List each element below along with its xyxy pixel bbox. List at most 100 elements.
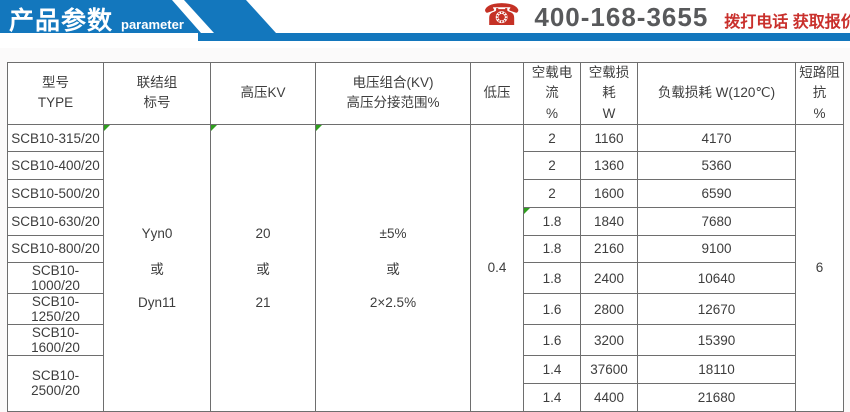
col-header-lv: 低压 xyxy=(470,62,524,125)
table-header-row: 型号 TYPE 联结组 标号 高压KV 电压组合(KV) 高压分接范围% 低压 空载电流% 空载损… xyxy=(7,62,844,125)
cell-line: 0.4 xyxy=(487,260,507,276)
table-row: SCB10-500/20 2 1600 6590 xyxy=(7,179,844,208)
cell-hv: 20 或 21 xyxy=(210,123,316,412)
cell-lines: ±5% 或 2×2.5% xyxy=(318,226,468,310)
corner-mark-icon xyxy=(104,124,110,131)
cell-line: ±5% xyxy=(379,225,407,241)
cell-line: % xyxy=(545,105,558,121)
cell-line: 负载损耗 W(120℃) xyxy=(657,85,776,101)
cell-line: 高压KV xyxy=(240,85,286,101)
table-row: SCB10-630/20 1.8 1840 7680 xyxy=(7,206,844,236)
corner-mark-icon xyxy=(211,124,217,131)
cell-type: SCB10-630/20 xyxy=(7,206,104,236)
cell-noload-loss: 1160 xyxy=(580,123,638,153)
table-head: 型号 TYPE 联结组 标号 高压KV 电压组合(KV) 高压分接范围% 低压 空载电流% 空载损… xyxy=(7,62,844,125)
cell-type: SCB10-1000/20 xyxy=(7,262,104,295)
col-header-voltage-combination: 电压组合(KV) 高压分接范围% xyxy=(315,62,471,125)
cell-noload-current: 1.4 xyxy=(523,382,581,412)
table-row: SCB10-800/20 1.8 2160 9100 xyxy=(7,234,844,264)
cell-line: W xyxy=(602,105,616,121)
col-header-type: 型号 TYPE xyxy=(7,62,104,125)
cell-type: SCB10-1600/20 xyxy=(7,324,104,357)
cell-lines: Yyn0 或 Dyn11 xyxy=(106,226,208,310)
cell-noload-loss: 37600 xyxy=(580,355,638,384)
cell-line: 低压 xyxy=(483,85,511,101)
cell-noload-current: 1.8 xyxy=(523,206,581,236)
banner-ribbon-shape xyxy=(0,0,850,41)
cell-line: TYPE xyxy=(37,95,74,111)
table-row: SCB10-2500/20 1.4 37600 18110 xyxy=(7,355,844,412)
cell-load-loss: 12670 xyxy=(637,293,796,326)
cell-load-loss: 4170 xyxy=(637,123,796,153)
cell-noload-current: 1.8 xyxy=(523,262,581,295)
cell-line: 6 xyxy=(815,260,824,276)
cell-type: SCB10-1250/20 xyxy=(7,293,104,326)
call-for-quote-cta[interactable]: 拨打电话 获取报价! xyxy=(724,14,850,31)
cell-voltage-combination: ±5% 或 2×2.5% xyxy=(315,123,471,412)
cell-noload-current: 1.6 xyxy=(523,293,581,326)
table-row: SCB10-315/20 Yyn0 或 Dyn11 20 或 21 ±5% 或 2×2.5% 0.4… xyxy=(7,123,844,412)
col-header-impedance: 短路阻抗% xyxy=(795,62,844,125)
cell-noload-current: 2 xyxy=(523,151,581,181)
cell-load-loss: 10640 xyxy=(637,262,796,295)
cell-noload-loss: 4400 xyxy=(580,382,638,412)
cell-line: 联结组 xyxy=(136,75,178,91)
cell-noload-current: 2 xyxy=(523,179,581,208)
col-header-noload-current: 空载电流% xyxy=(523,62,581,125)
cell-line: % xyxy=(813,105,826,121)
cell-line: Dyn11 xyxy=(137,294,177,310)
cell-type: SCB10-2500/20 xyxy=(7,355,104,412)
params-table: 型号 TYPE 联结组 标号 高压KV 电压组合(KV) 高压分接范围% 低压 空载电流% 空载损… xyxy=(7,62,844,412)
col-header-hv: 高压KV xyxy=(210,62,316,125)
cell-lines: 20 或 21 xyxy=(213,226,313,310)
cell-impedance: 6 xyxy=(795,123,844,412)
page-banner: 产品参数 parameter ☎ 400-168-3655 拨打电话 获取报价! xyxy=(0,0,850,48)
cell-line: 或 xyxy=(150,261,164,277)
cell-noload-loss: 3200 xyxy=(580,324,638,357)
banner-title-group: 产品参数 parameter xyxy=(9,1,184,37)
phone-number: 400-168-3655 xyxy=(534,1,709,32)
col-header-noload-loss: 空载损耗 W xyxy=(580,62,638,125)
cell-noload-loss: 1360 xyxy=(580,151,638,181)
col-header-load-loss: 负载损耗 W(120℃) xyxy=(637,62,796,125)
cell-noload-loss: 2800 xyxy=(580,293,638,326)
cell-type: SCB10-500/20 xyxy=(7,179,104,208)
cell-line: 2×2.5% xyxy=(369,294,417,310)
cell-noload-current: 2 xyxy=(523,123,581,153)
cell-load-loss: 18110 xyxy=(637,355,796,384)
cell-noload-loss: 1840 xyxy=(580,206,638,236)
cell-type: SCB10-400/20 xyxy=(7,151,104,181)
cell-line: 或 xyxy=(256,261,270,277)
cell-line: 20 xyxy=(255,225,271,241)
cell-line: Yyn0 xyxy=(141,225,173,241)
cell-line: 型号 xyxy=(42,75,69,91)
table-body: SCB10-315/20 Yyn0 或 Dyn11 20 或 21 ±5% 或 2×2.5% 0.4… xyxy=(7,123,844,412)
cell-noload-loss: 1600 xyxy=(580,179,638,208)
cell-line: 短路阻抗 xyxy=(799,65,840,101)
cell-load-loss: 21680 xyxy=(637,382,796,412)
page-title: 产品参数 xyxy=(9,7,114,35)
cell-noload-loss: 2400 xyxy=(580,262,638,295)
cell-line: 21 xyxy=(255,294,271,310)
cell-load-loss: 7680 xyxy=(637,206,796,236)
cell-noload-loss: 2160 xyxy=(580,234,638,264)
col-header-connection: 联结组 标号 xyxy=(103,62,211,125)
cell-line: 或 xyxy=(386,261,400,277)
cell-line: 电压组合(KV) xyxy=(352,75,434,91)
table-row: SCB10-400/20 2 1360 5360 xyxy=(7,151,844,181)
table-row: 1.4 4400 21680 xyxy=(8,382,844,412)
cell-lv: 0.4 xyxy=(470,123,524,412)
phone-icon: ☎ xyxy=(483,0,521,32)
cell-load-loss: 15390 xyxy=(637,324,796,357)
cell-noload-current: 1.8 xyxy=(523,234,581,264)
cell-noload-current: 1.6 xyxy=(523,324,581,357)
cell-load-loss: 6590 xyxy=(637,179,796,208)
cell-line: 空载电流 xyxy=(531,65,573,101)
corner-mark-icon xyxy=(524,207,530,214)
cell-connection: Yyn0 或 Dyn11 xyxy=(103,123,211,412)
cell-noload-current: 1.4 xyxy=(523,355,581,384)
cell-line: 标号 xyxy=(143,95,171,111)
cell-load-loss: 9100 xyxy=(637,234,796,264)
cell-type: SCB10-315/20 xyxy=(7,123,104,153)
phone-block: ☎ 400-168-3655 拨打电话 获取报价! xyxy=(483,0,850,34)
